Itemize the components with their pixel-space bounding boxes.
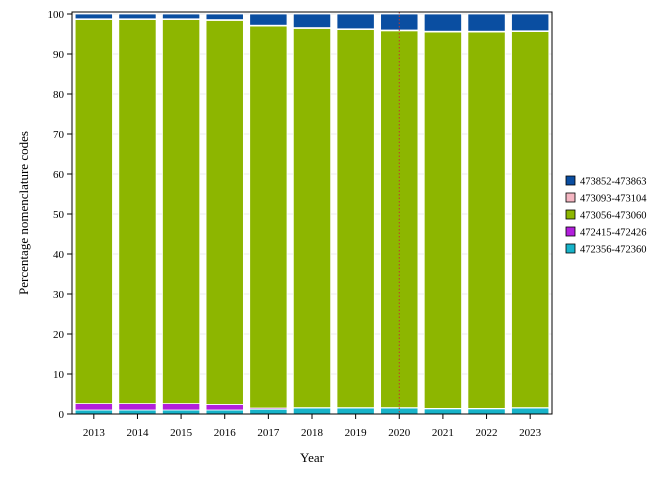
- y-tick-label-50: 50: [53, 209, 65, 221]
- bar-2015-series-4: [162, 14, 199, 19]
- bar-2023-series-4: [512, 14, 549, 31]
- bar-2016-series-0: [206, 410, 243, 414]
- legend-label-472415-472426: 472415-472426: [580, 228, 647, 239]
- y-axis-title: Percentage nomenclature codes: [16, 131, 31, 295]
- x-tick-label-2014: 2014: [126, 427, 149, 439]
- bar-2021-series-0: [424, 409, 461, 414]
- legend-swatch-473093-473104: [566, 193, 575, 202]
- bars: [75, 14, 549, 414]
- legend-swatch-473056-473060: [566, 210, 575, 219]
- bar-2019-series-4: [337, 14, 374, 29]
- y-tick-label-0: 0: [59, 409, 65, 421]
- x-tick-label-2013: 2013: [83, 427, 106, 439]
- y-tick-label-70: 70: [53, 129, 65, 141]
- legend-swatch-473852-473863: [566, 176, 575, 185]
- x-tick-label-2019: 2019: [345, 427, 368, 439]
- legend-swatch-472356-472360: [566, 244, 575, 253]
- legend-label-473056-473060: 473056-473060: [580, 211, 647, 222]
- bar-2015-series-1: [162, 404, 199, 410]
- legend-swatch-472415-472426: [566, 227, 575, 236]
- bar-2018-series-4: [293, 14, 330, 28]
- y-tick-label-10: 10: [53, 369, 65, 381]
- bar-2013-series-1: [75, 404, 112, 410]
- legend-label-473093-473104: 473093-473104: [580, 194, 647, 205]
- bar-2023-series-2: [512, 32, 549, 408]
- bar-2019-series-0: [337, 408, 374, 414]
- bar-2017-series-4: [250, 14, 287, 25]
- bar-2018-series-2: [293, 28, 330, 407]
- y-tick-label-100: 100: [48, 9, 65, 21]
- y-tick-label-40: 40: [53, 249, 65, 261]
- bar-2015-series-2: [162, 20, 199, 404]
- y-tick-label-60: 60: [53, 169, 65, 181]
- x-axis-title: Year: [300, 450, 325, 465]
- legend: 473852-473863 473093-473104 473056-473060 4…: [566, 176, 647, 256]
- bar-2013-series-0: [75, 410, 112, 414]
- x-tick-label-2015: 2015: [170, 427, 193, 439]
- bar-2022-series-2: [468, 32, 505, 408]
- y-tick-label-30: 30: [53, 289, 65, 301]
- bar-2017-series-2: [250, 26, 287, 408]
- x-tick-label-2020: 2020: [388, 427, 411, 439]
- bar-2023-series-0: [512, 408, 549, 414]
- x-tick-label-2022: 2022: [476, 427, 498, 439]
- bar-2014-series-1: [119, 404, 156, 410]
- bar-2014-series-0: [119, 410, 156, 414]
- bar-2022-series-4: [468, 14, 505, 31]
- x-tick-label-2018: 2018: [301, 427, 324, 439]
- y-tick-label-80: 80: [53, 89, 65, 101]
- x-tick-label-2023: 2023: [519, 427, 542, 439]
- y-tick-label-90: 90: [53, 49, 65, 61]
- bar-2016-series-2: [206, 20, 243, 404]
- legend-label-473852-473863: 473852-473863: [580, 177, 647, 188]
- bar-2016-series-1: [206, 404, 243, 410]
- bar-2016-series-4: [206, 14, 243, 20]
- bar-2015-series-0: [162, 410, 199, 414]
- x-tick-label-2017: 2017: [257, 427, 280, 439]
- bar-2017-series-0: [250, 409, 287, 414]
- bar-2021-series-2: [424, 32, 461, 408]
- x-tick-label-2016: 2016: [214, 427, 237, 439]
- x-tick-label-2021: 2021: [432, 427, 454, 439]
- bar-2018-series-0: [293, 408, 330, 414]
- bar-2021-series-4: [424, 14, 461, 31]
- bar-2014-series-4: [119, 14, 156, 19]
- bar-2014-series-2: [119, 20, 156, 404]
- bar-2013-series-4: [75, 14, 112, 19]
- y-tick-label-20: 20: [53, 329, 65, 341]
- bar-2013-series-2: [75, 20, 112, 404]
- legend-label-472356-472360: 472356-472360: [580, 245, 647, 256]
- bar-2019-series-2: [337, 30, 374, 408]
- bar-2022-series-0: [468, 409, 505, 414]
